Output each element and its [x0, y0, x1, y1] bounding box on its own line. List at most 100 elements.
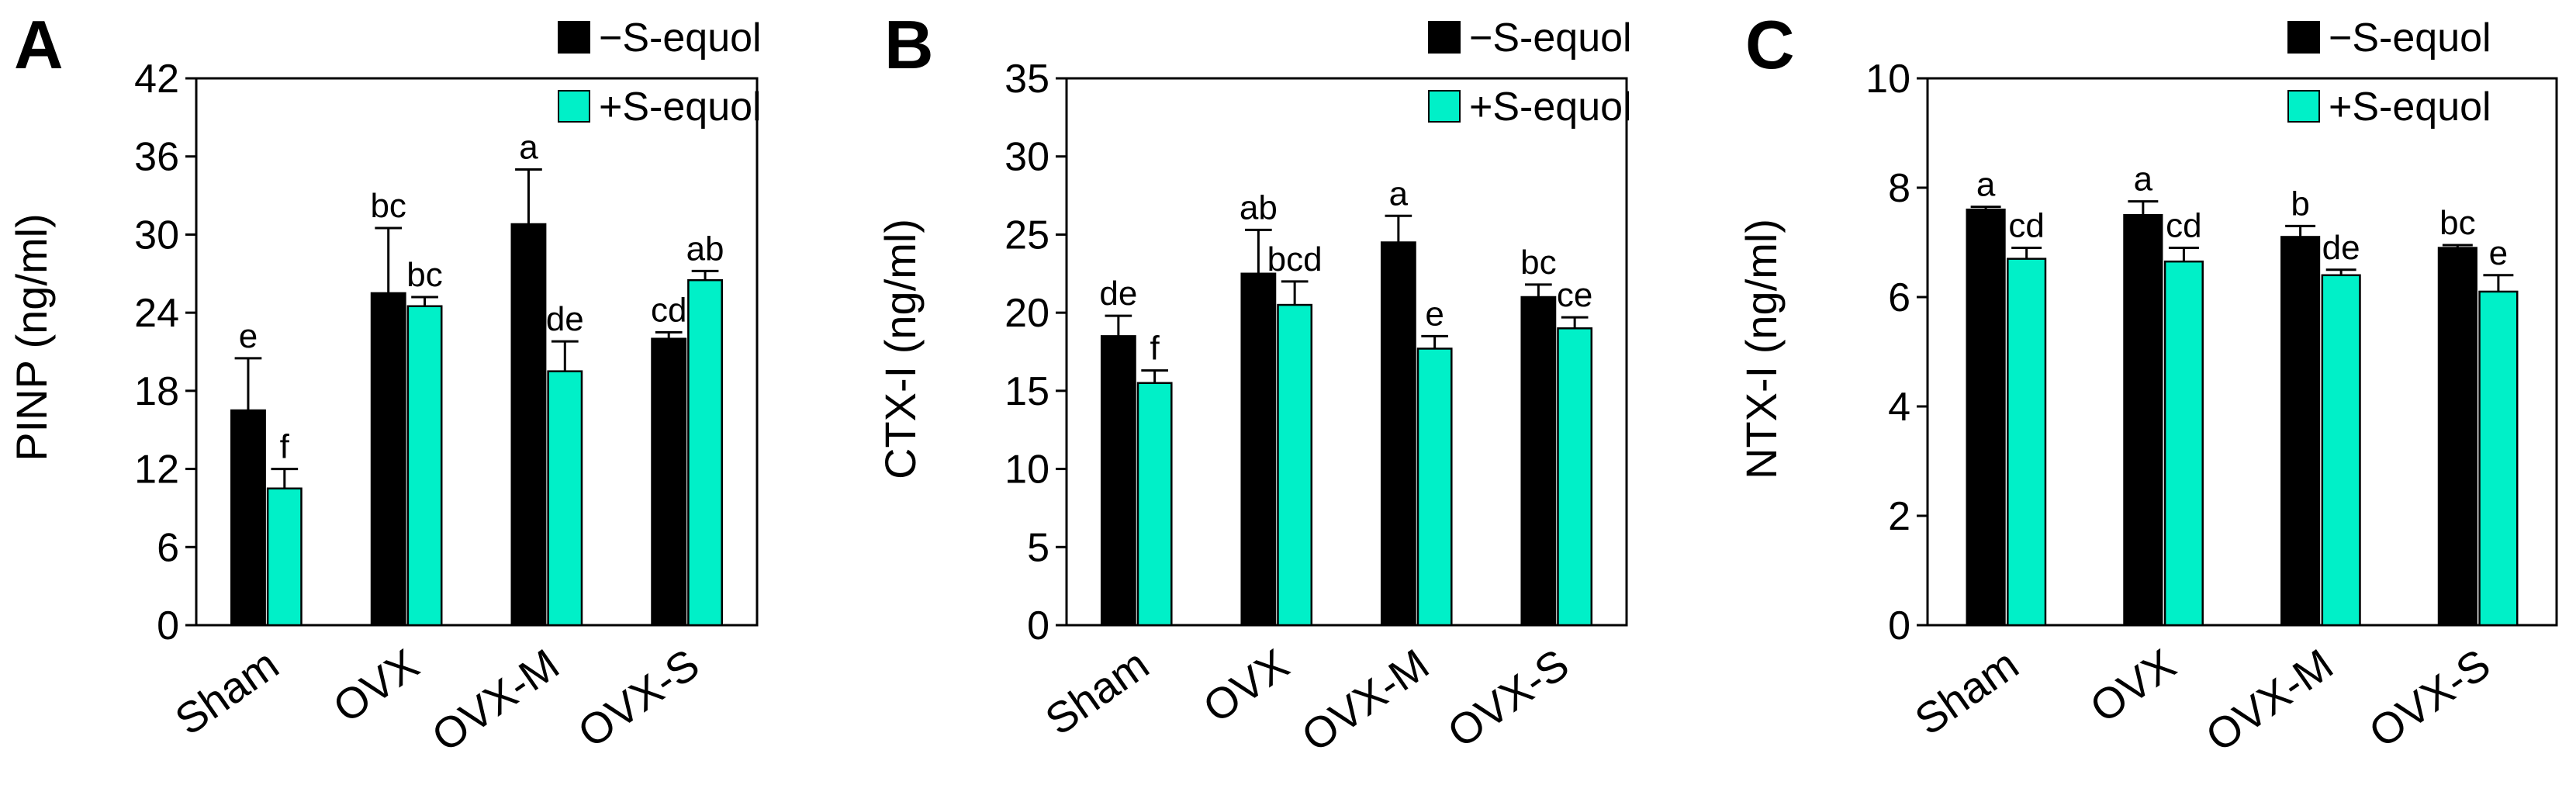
significance-label: a — [2134, 161, 2153, 199]
significance-label: ce — [1557, 276, 1592, 314]
x-tick-label: OVX — [324, 639, 427, 731]
panel-letter: B — [884, 6, 934, 83]
x-tick-label: OVX-S — [2360, 639, 2499, 757]
x-tick-label: OVX — [1195, 639, 1298, 731]
panel-a: A −S-equol +S-equol PINP (ng/ml) 0 6 12 18 2… — [7, 6, 762, 761]
bar — [1966, 208, 2006, 627]
legend-label-plus: +S-equol — [2329, 85, 2491, 130]
y-tick-label: 10 — [1865, 57, 1910, 102]
significance-label: a — [519, 129, 538, 167]
bar — [1240, 272, 1277, 627]
panel-c: C −S-equol +S-equol NTX-I (ng/ml) 0 2 4 6 8 1… — [1737, 6, 2558, 761]
y-tick-label: 6 — [157, 525, 179, 570]
legend-swatch-plus — [558, 90, 590, 123]
bar — [1416, 347, 1453, 627]
x-tick-label: OVX — [2081, 639, 2184, 731]
bar — [2437, 247, 2477, 627]
significance-label: f — [1150, 330, 1160, 368]
bar — [510, 223, 547, 627]
bar — [2478, 290, 2519, 627]
legend-swatch-plus — [2287, 90, 2320, 123]
significance-label: bc — [2439, 204, 2475, 242]
legend-label-minus: −S-equol — [2329, 16, 2491, 61]
significance-label: de — [546, 300, 584, 338]
significance-label: bcd — [1267, 240, 1323, 278]
y-tick-label: 6 — [1888, 275, 1910, 320]
y-tick-label: 30 — [1004, 135, 1049, 180]
legend-label-plus: +S-equol — [599, 85, 762, 130]
y-tick-label: 0 — [157, 603, 179, 648]
y-tick-label: 35 — [1004, 57, 1049, 102]
legend-swatch-plus — [1428, 90, 1461, 123]
y-tick-label: 4 — [1888, 385, 1910, 430]
y-tick-label: 18 — [134, 369, 179, 414]
y-axis-title: NTX-I (ng/ml) — [1737, 219, 1786, 479]
bar — [687, 278, 723, 627]
bar — [1557, 327, 1593, 627]
x-tick-label: OVX-S — [1439, 639, 1578, 757]
y-tick-label: 30 — [134, 213, 179, 258]
bar — [2123, 214, 2163, 627]
bar — [2321, 274, 2361, 627]
bar — [406, 305, 443, 627]
bar — [230, 409, 266, 627]
bar — [547, 370, 583, 627]
x-tick-label: Sham — [166, 639, 287, 745]
legend-swatch-minus — [2287, 21, 2320, 54]
significance-label: a — [1389, 175, 1409, 213]
significance-label: cd — [2008, 207, 2044, 245]
bar — [266, 487, 303, 627]
bar — [370, 292, 406, 627]
y-tick-label: 20 — [1004, 291, 1049, 336]
significance-label: e — [1425, 295, 1444, 333]
x-tick-label: Sham — [1906, 639, 2027, 745]
bar — [1136, 382, 1173, 627]
significance-label: a — [1976, 166, 1996, 204]
y-tick-label: 36 — [134, 135, 179, 180]
significance-label: f — [280, 428, 290, 466]
significance-label: bc — [406, 256, 442, 294]
y-tick-label: 15 — [1004, 369, 1049, 414]
y-tick-label: 0 — [1027, 603, 1049, 648]
panel-letter: C — [1745, 6, 1795, 83]
bar — [2007, 258, 2047, 627]
bar — [1100, 335, 1136, 627]
bar — [2280, 236, 2321, 627]
significance-label: ab — [686, 230, 724, 268]
legend-label-minus: −S-equol — [1469, 16, 1632, 61]
significance-label: de — [2322, 229, 2360, 267]
significance-label: de — [1099, 275, 1137, 313]
y-axis-title: CTX-I (ng/ml) — [876, 219, 925, 479]
significance-label: b — [2291, 185, 2309, 223]
plot-frame — [1926, 77, 2558, 627]
significance-label: ab — [1240, 188, 1278, 226]
y-tick-label: 25 — [1004, 213, 1049, 258]
y-tick-label: 0 — [1888, 603, 1910, 648]
panel-letter: A — [14, 6, 64, 83]
y-tick-label: 12 — [134, 448, 179, 493]
bar — [2163, 260, 2204, 627]
significance-label: bc — [1520, 244, 1556, 282]
x-tick-label: Sham — [1036, 639, 1157, 745]
significance-label: e — [239, 317, 258, 355]
x-tick-label: OVX-M — [1293, 639, 1438, 761]
y-axis-title: PINP (ng/ml) — [7, 213, 56, 461]
legend-label-plus: +S-equol — [1469, 85, 1632, 130]
x-tick-label: OVX-M — [423, 639, 568, 761]
y-tick-label: 10 — [1004, 448, 1049, 493]
significance-label: cd — [651, 291, 686, 329]
bar — [1277, 303, 1313, 627]
panel-b: B −S-equol +S-equol CTX-I (ng/ml) 0 5 10 15… — [876, 6, 1632, 761]
bar — [1380, 241, 1416, 627]
y-tick-label: 24 — [134, 291, 179, 336]
x-tick-label: OVX-M — [2197, 639, 2342, 761]
y-tick-label: 8 — [1888, 166, 1910, 211]
significance-label: e — [2489, 234, 2508, 272]
plot-area: 0 5 10 15 20 25 30 35 def Sham ab bcd OVX a e OVX-M bcce… — [1004, 57, 1628, 761]
legend-label-minus: −S-equol — [599, 16, 762, 61]
y-tick-label: 42 — [134, 57, 179, 102]
y-tick-label: 5 — [1027, 525, 1049, 570]
x-tick-label: OVX-S — [569, 639, 708, 757]
